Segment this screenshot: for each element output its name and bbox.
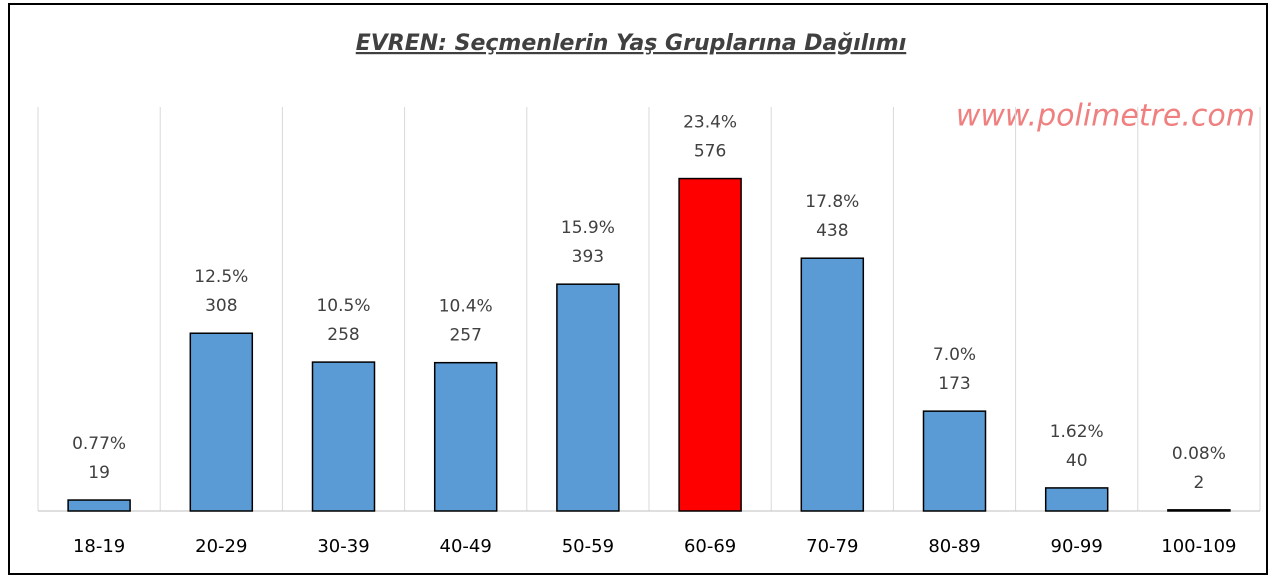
percent-label: 1.62% <box>1050 422 1104 442</box>
percent-label: 12.5% <box>194 267 248 287</box>
value-label: 308 <box>205 296 237 316</box>
watermark: www.polimetre.com <box>956 99 1255 134</box>
percent-label: 23.4% <box>683 113 737 133</box>
value-label: 257 <box>449 326 481 346</box>
bar <box>1044 487 1109 512</box>
percent-label: 15.9% <box>561 218 615 238</box>
bar <box>678 177 742 512</box>
percent-label: 0.08% <box>1172 444 1226 464</box>
bar <box>800 257 865 512</box>
value-label: 173 <box>938 374 970 394</box>
percent-label: 17.8% <box>805 192 859 212</box>
x-tick-label: 20-29 <box>195 536 247 557</box>
bar <box>433 361 498 512</box>
percent-label: 0.77% <box>72 434 126 454</box>
x-tick-label: 18-19 <box>73 536 125 557</box>
value-label: 19 <box>88 463 110 483</box>
bar <box>311 361 376 512</box>
bar <box>1167 509 1231 512</box>
value-label: 258 <box>327 325 359 345</box>
x-tick-label: 60-69 <box>684 536 736 557</box>
x-tick-label: 70-79 <box>806 536 858 557</box>
x-tick-label: 100-109 <box>1161 536 1236 557</box>
x-tick-label: 30-39 <box>317 536 369 557</box>
value-label: 393 <box>572 247 604 267</box>
value-label: 576 <box>694 142 726 162</box>
value-label: 438 <box>816 221 848 241</box>
chart-title: EVREN: Seçmenlerin Yaş Gruplarına Dağılı… <box>356 31 907 56</box>
percent-label: 10.4% <box>439 297 493 317</box>
bar <box>67 499 131 512</box>
x-tick-label: 90-99 <box>1051 536 1103 557</box>
x-tick-label: 50-59 <box>562 536 614 557</box>
bar <box>556 283 620 512</box>
value-label: 40 <box>1066 451 1088 471</box>
x-tick-label: 80-89 <box>928 536 980 557</box>
percent-label: 7.0% <box>933 345 976 365</box>
value-label: 2 <box>1193 473 1204 493</box>
x-tick-label: 40-49 <box>440 536 492 557</box>
percent-label: 10.5% <box>316 296 370 316</box>
bar <box>189 332 254 512</box>
bar <box>922 410 987 512</box>
